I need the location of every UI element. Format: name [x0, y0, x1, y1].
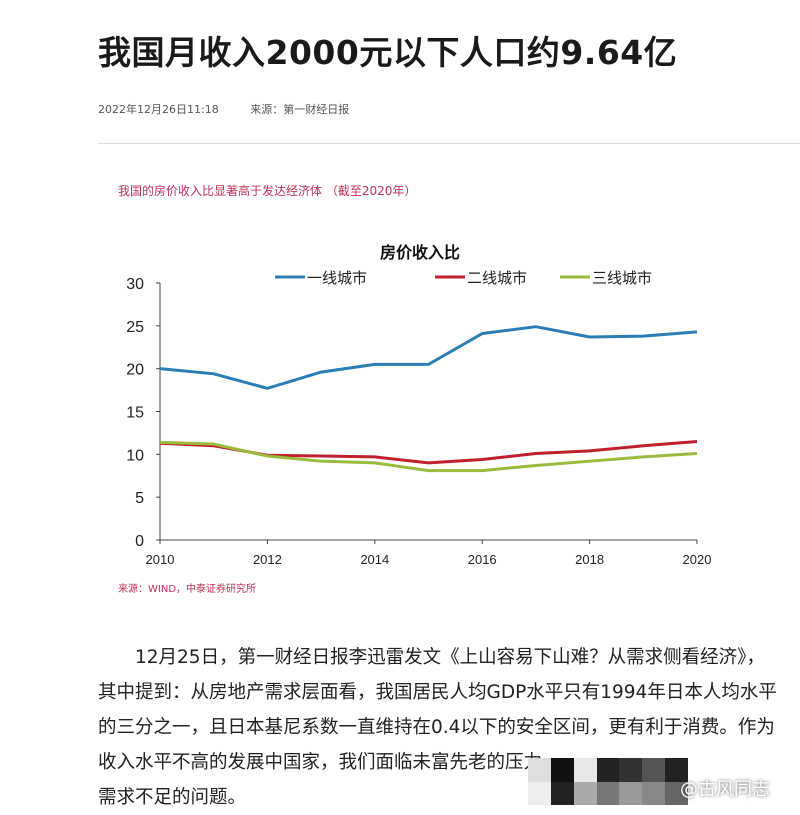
x-tick-label: 2016: [468, 552, 497, 567]
y-tick-label: 25: [126, 319, 144, 336]
paragraph-line: 收入水平不高的发展中国家，我们面临未富先老的压力，: [98, 752, 561, 773]
x-tick-label: 2020: [683, 552, 712, 567]
paragraph-line: 的三分之一，且日本基尼系数一直维持在0.4以下的安全区间，更有利于消费。作为: [98, 717, 775, 738]
y-tick-label: 0: [135, 533, 144, 550]
legend-label: 一线城市: [307, 269, 367, 287]
y-tick-label: 15: [126, 405, 144, 422]
x-tick-label: 2012: [253, 552, 282, 567]
y-tick-label: 30: [126, 276, 144, 293]
series-lines: [159, 325, 698, 473]
legend: 一线城市 二线城市 三线城市: [275, 269, 652, 287]
legend-label: 二线城市: [467, 269, 527, 287]
x-tick-label: 2014: [360, 552, 389, 567]
chart-source: 来源：WIND，中泰证券研究所: [118, 584, 257, 595]
x-tick-label: 2010: [146, 552, 175, 567]
chart-title: 房价收入比: [380, 243, 460, 262]
y-tick-label: 20: [126, 362, 144, 379]
x-tick-label: 2018: [575, 552, 604, 567]
chart-subtitle: 我国的房价收入比显著高于发达经济体 （截至2020年）: [118, 184, 417, 198]
paragraph-line: 12月25日，第一财经日报李迅雷发文《上山容易下山难？从需求侧看经济》，: [135, 647, 765, 668]
weibo-watermark: @古风同志: [680, 779, 770, 800]
line-chart: 房价收入比 一线城市 二线城市 三线城市 0 5 10 15 20 25 30 2010 2012 2…: [126, 243, 711, 567]
article-meta: 2022年12月26日11:18 来源：第一财经日报: [98, 101, 377, 117]
article-body: 12月25日，第一财经日报李迅雷发文《上山容易下山难？从需求侧看经济》， 其中提…: [98, 640, 777, 815]
paragraph-line: 需求不足的问题。: [98, 787, 247, 808]
article-title: 我国月收入2000元以下人口约9.64亿: [98, 33, 678, 72]
paragraph-line: 其中提到：从房地产需求层面看，我国居民人均GDP水平只有1994年日本人均水平: [98, 682, 777, 703]
article-source[interactable]: 来源：第一财经日报: [250, 103, 350, 116]
publish-date: 2022年12月26日11:18: [98, 103, 219, 116]
axes: 0 5 10 15 20 25 30 2010 2012 2014 2016 2018 2020: [126, 276, 711, 567]
series-line-3: [159, 440, 698, 473]
mosaic-overlay: [528, 758, 688, 805]
series-line-1: [159, 325, 698, 390]
divider: [98, 143, 800, 144]
y-tick-label: 5: [135, 490, 144, 507]
y-tick-label: 10: [126, 447, 144, 464]
legend-label: 三线城市: [592, 269, 652, 287]
